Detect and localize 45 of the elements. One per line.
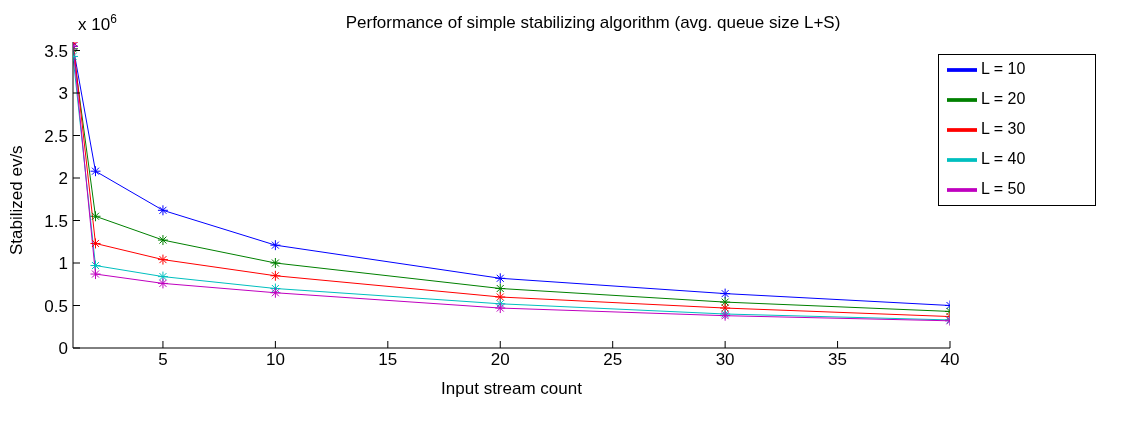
point <box>157 254 169 266</box>
point <box>269 257 281 269</box>
point <box>494 291 506 303</box>
point <box>269 239 281 251</box>
point <box>719 302 731 314</box>
y-axis-title: Stabilized ev/s <box>7 145 27 255</box>
chart-title: Performance of simple stabilizing algorithm (avg. queue size L+S) <box>345 13 841 32</box>
x-tick-label: 25 <box>603 350 623 370</box>
legend-label: L = 30 <box>981 120 1026 138</box>
point <box>719 296 731 308</box>
y-tick-label: 0 <box>58 339 68 359</box>
point <box>719 288 731 300</box>
y-tick-label: 3 <box>58 84 68 104</box>
y-tick-label: 1.5 <box>44 211 68 231</box>
point <box>89 165 101 177</box>
y-tick-label: 2 <box>58 169 68 189</box>
point <box>269 270 281 282</box>
legend-label: L = 50 <box>981 180 1026 198</box>
y-tick-label: 3.5 <box>44 41 68 61</box>
point <box>157 277 169 289</box>
point <box>157 234 169 246</box>
x-tick-label: 40 <box>940 350 960 370</box>
point <box>494 302 506 314</box>
point <box>494 283 506 294</box>
x-tick-label: 5 <box>158 350 168 370</box>
x-tick-label: 15 <box>378 350 398 370</box>
y-tick-label: 0.5 <box>44 296 68 316</box>
point <box>269 287 281 299</box>
y-tick-label: 1 <box>58 254 68 274</box>
point <box>89 210 101 222</box>
legend-label: L = 20 <box>981 90 1026 108</box>
legend-label: L = 40 <box>981 150 1026 168</box>
text: x 10$^{6}$ <box>78 12 118 34</box>
point <box>494 272 506 284</box>
point <box>89 237 101 249</box>
x-tick-label: 35 <box>828 350 848 370</box>
point <box>157 271 169 283</box>
point <box>157 204 169 216</box>
point <box>89 268 101 280</box>
legend-label: L = 10 <box>981 60 1026 78</box>
x-tick-label: 20 <box>490 350 510 370</box>
x-axis-title: Input stream count <box>441 379 583 398</box>
x-tick-label: 30 <box>715 350 735 370</box>
x-tick-label: 10 <box>265 350 285 370</box>
y-tick-label: 2.5 <box>44 126 68 146</box>
